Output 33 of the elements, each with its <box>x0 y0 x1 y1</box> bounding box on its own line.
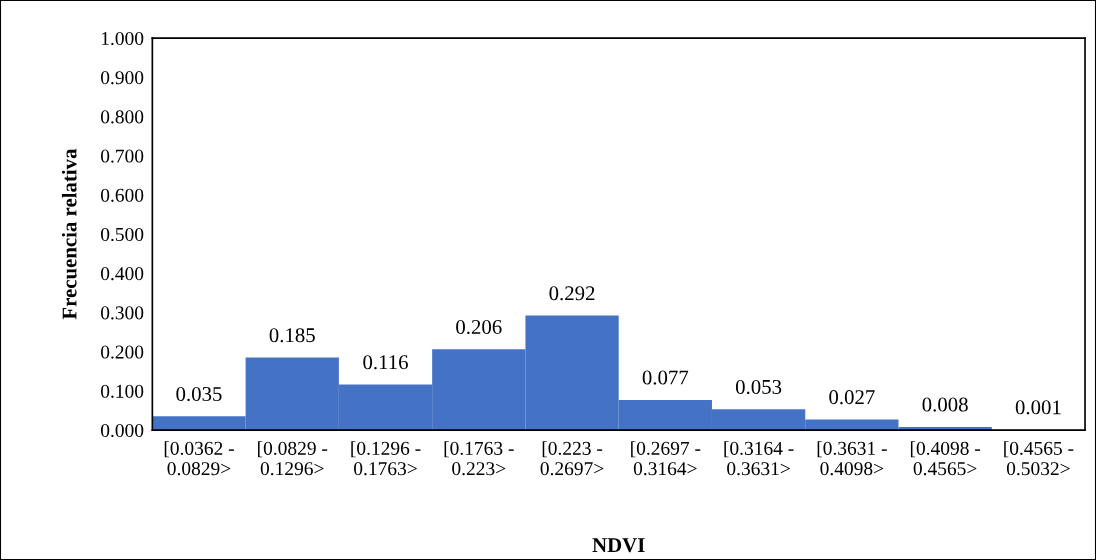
x-tick-label: [0.4098 - 0.4565> <box>910 441 981 476</box>
y-tick-label: 0.700 <box>101 149 144 163</box>
y-tick-label: 0.000 <box>101 423 144 438</box>
x-tick-label: [0.1296 - 0.1763> <box>351 441 421 476</box>
x-tick-label: [0.0362 - 0.0829> <box>164 441 234 476</box>
x-tick-label: [0.3164 - 0.3631> <box>724 441 794 476</box>
x-tick-label: [0.1763 - 0.223> <box>444 441 514 476</box>
x-tick-label: [0.4565 - 0.5032> <box>1004 441 1074 476</box>
y-tick-label: 0.400 <box>101 267 144 281</box>
data-label: 0.008 <box>922 397 968 412</box>
data-label: 0.116 <box>363 355 408 370</box>
data-label: 0.292 <box>549 286 595 301</box>
data-label: 0.185 <box>269 328 315 343</box>
x-tick-label: [0.2697 - 0.3164> <box>631 441 701 476</box>
y-tick-label: 0.800 <box>101 110 144 124</box>
y-tick-label: 0.200 <box>101 345 144 359</box>
y-tick-label: 0.100 <box>101 384 144 398</box>
x-tick-label: [0.0829 - 0.1296> <box>258 441 328 476</box>
data-label: 0.206 <box>456 319 502 335</box>
y-tick-label: 0.300 <box>101 306 144 320</box>
data-label: 0.053 <box>735 379 782 395</box>
y-tick-label: 0.500 <box>101 227 144 242</box>
x-axis-title: NDVI <box>592 538 645 553</box>
y-tick-label: 0.900 <box>101 71 144 85</box>
y-axis-title: Frecuencia relativa <box>61 148 77 320</box>
data-label: 0.001 <box>1015 400 1061 415</box>
y-tick-label: 0.600 <box>101 188 144 202</box>
x-tick-label: [0.3631 - 0.4098> <box>817 441 887 476</box>
data-label: 0.035 <box>176 386 222 402</box>
data-label: 0.077 <box>642 370 689 385</box>
data-label: 0.027 <box>829 390 875 405</box>
x-tick-label: [0.223 - 0.2697> <box>540 441 604 476</box>
y-tick-label: 1.000 <box>101 31 144 46</box>
